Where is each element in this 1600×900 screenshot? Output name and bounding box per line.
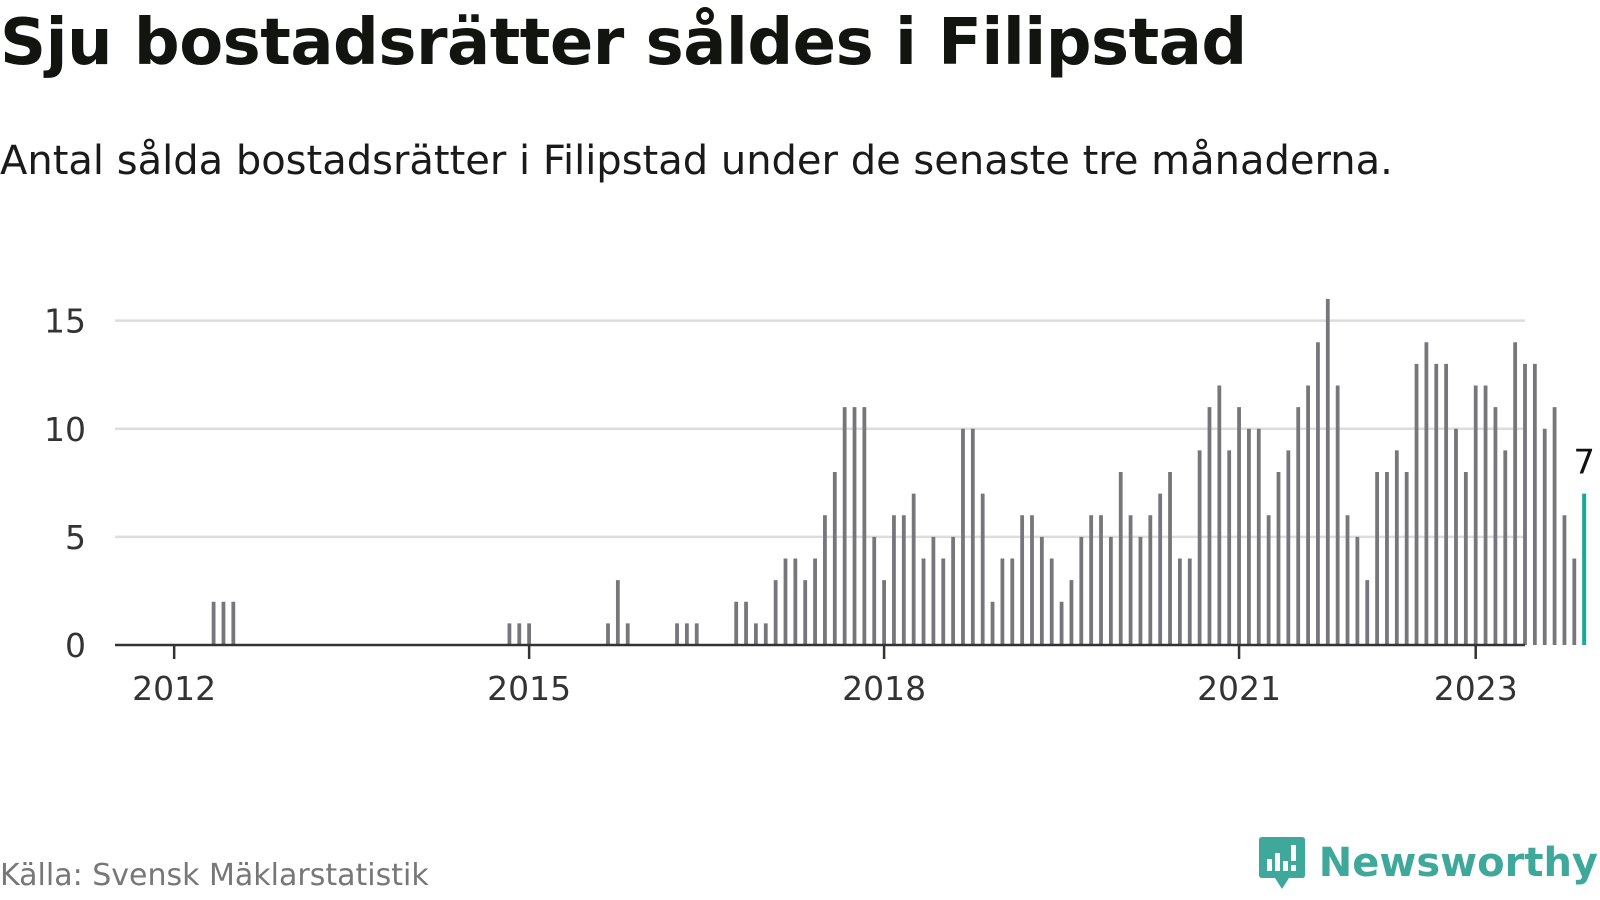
x-tick-label: 2012 — [132, 669, 216, 708]
x-tick-label: 2023 — [1434, 669, 1518, 708]
highlight-value-label: 7 — [1573, 443, 1595, 483]
source-note: Källa: Svensk Mäklarstatistik — [0, 858, 429, 893]
newsworthy-logo-icon — [1258, 837, 1305, 889]
chart-subtitle: Antal sålda bostadsrätter i Filipstad un… — [0, 138, 1393, 184]
x-axis-ticks: 2012 2015 2018 2021 2023 — [132, 645, 1518, 708]
gridlines — [115, 319, 1525, 539]
brand-name: Newsworthy — [1318, 840, 1598, 886]
bars — [211, 299, 1587, 645]
y-tick-label: 10 — [44, 410, 86, 449]
y-tick-label: 0 — [65, 626, 86, 665]
chart-title: Sju bostadsrätter såldes i Filipstad — [0, 6, 1247, 80]
y-tick-label: 15 — [44, 302, 86, 341]
y-tick-label: 5 — [65, 518, 86, 557]
brand-logo: Newsworthy — [1257, 836, 1598, 890]
x-tick-label: 2018 — [842, 669, 926, 708]
x-tick-label: 2015 — [487, 669, 571, 708]
y-axis-ticks: 0 5 10 15 — [44, 302, 86, 665]
x-tick-label: 2021 — [1197, 669, 1281, 708]
bar-chart: 0 5 10 15 2012 2015 2018 2021 2023 7 — [44, 299, 1595, 708]
